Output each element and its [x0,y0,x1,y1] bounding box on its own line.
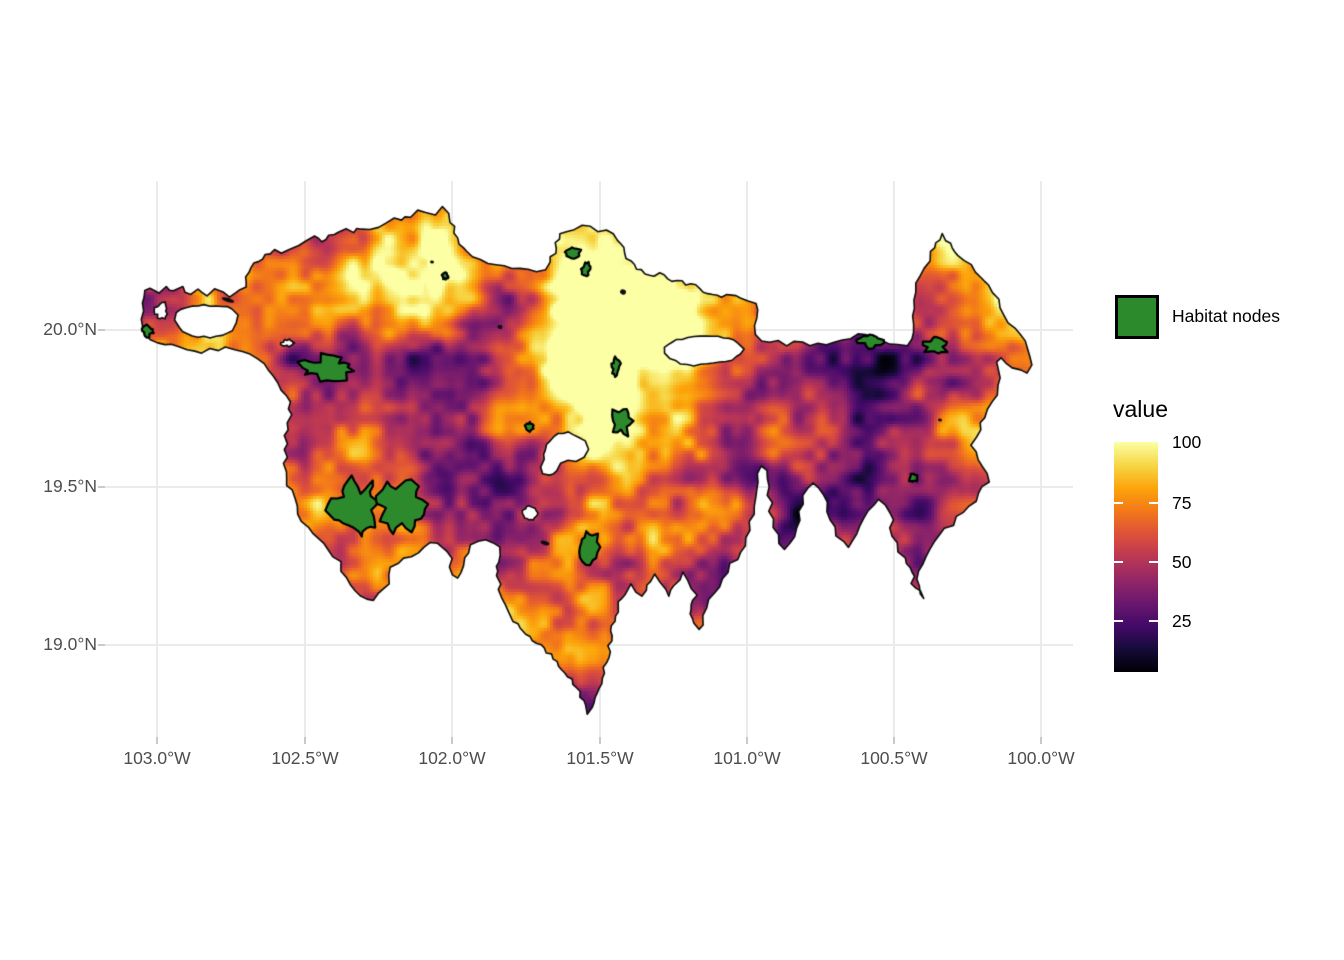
y-tick-label: 19.5°N [43,476,97,496]
colorbar-tick-mark [1114,561,1123,564]
colorbar-tick-mark [1149,561,1158,564]
x-tick-label: 103.0°W [123,748,191,768]
y-tick-mark [98,486,105,488]
colorbar-tick-label: 25 [1172,610,1192,631]
x-tick-mark [599,737,601,744]
y-tick-mark [98,329,105,331]
habitat-nodes-swatch [1115,295,1159,339]
colorbar-tick-mark [1114,501,1123,504]
x-tick-mark [893,737,895,744]
colorbar-tick-mark [1149,619,1158,622]
x-tick-mark [746,737,748,744]
x-tick-mark [451,737,453,744]
colorbar-title: value [1113,396,1168,422]
x-tick-label: 100.5°W [860,748,928,768]
colorbar-tick-label: 75 [1172,492,1192,513]
y-tick-mark [98,644,105,646]
colorbar-tick-label: 100 [1172,432,1202,452]
y-tick-label: 20.0°N [43,319,97,339]
x-tick-mark [304,737,306,744]
x-tick-label: 102.0°W [418,748,486,768]
x-tick-label: 100.0°W [1007,748,1075,768]
y-tick-label: 19.0°N [43,634,97,654]
habitat-nodes-label: Habitat nodes [1172,306,1280,326]
x-tick-label: 101.0°W [713,748,781,768]
colorbar-tick-mark [1149,501,1158,504]
value-colorbar [1114,442,1158,672]
colorbar-tick-mark [1114,619,1123,622]
x-tick-label: 101.5°W [566,748,634,768]
x-tick-mark [1040,737,1042,744]
x-tick-mark [156,737,158,744]
x-tick-label: 102.5°W [271,748,339,768]
colorbar-tick-label: 50 [1172,552,1192,573]
